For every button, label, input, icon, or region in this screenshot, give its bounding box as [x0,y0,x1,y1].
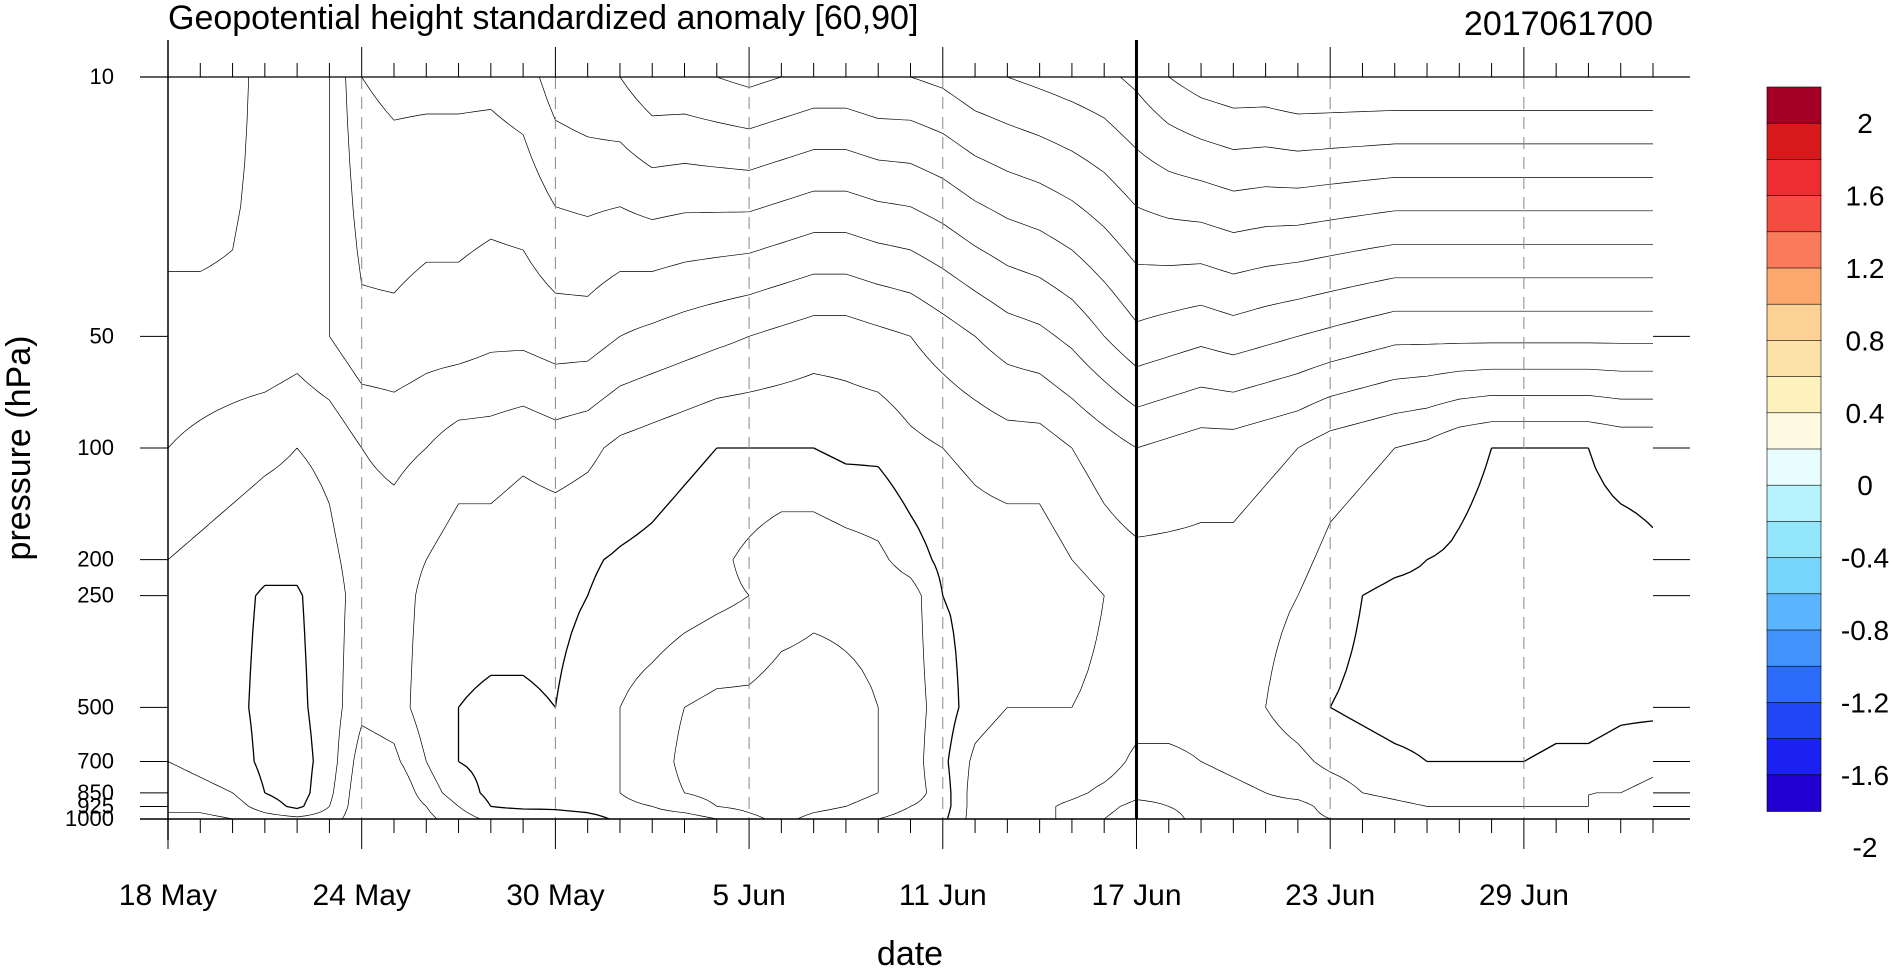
chart-date-label: 2017061700 [1464,5,1653,43]
plot-area [168,77,1653,819]
chart-title: Geopotential height standardized anomaly… [168,0,918,37]
